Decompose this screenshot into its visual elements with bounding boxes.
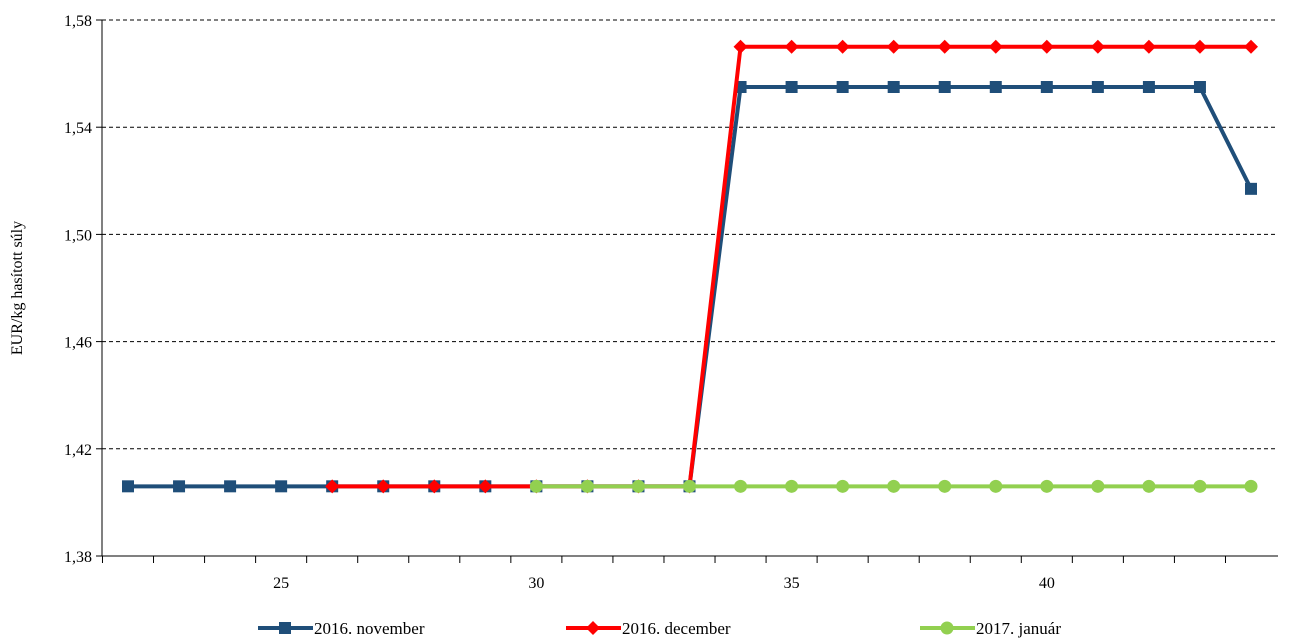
legend-item: 2016. december xyxy=(566,619,731,638)
x-tick-label: 25 xyxy=(273,575,289,592)
series-1 xyxy=(122,81,1257,493)
data-point xyxy=(1192,39,1207,54)
y-tick-label: 1,38 xyxy=(64,549,92,566)
series-layer xyxy=(122,39,1258,494)
y-tick-label: 1,54 xyxy=(64,120,92,137)
y-tick-label: 1,50 xyxy=(64,227,92,244)
y-tick-label: 1,42 xyxy=(64,442,92,459)
data-point xyxy=(376,479,391,494)
grid-lines xyxy=(96,19,1278,557)
data-point xyxy=(1142,479,1156,493)
legend-label: 2017. január xyxy=(976,619,1061,638)
data-point xyxy=(478,479,493,494)
data-point xyxy=(1090,39,1105,54)
data-point xyxy=(427,479,442,494)
data-point xyxy=(1245,182,1257,195)
data-point xyxy=(784,39,799,54)
data-point xyxy=(1040,81,1053,93)
data-point xyxy=(1091,479,1105,493)
data-point xyxy=(938,81,951,93)
y-tick-label: 1,46 xyxy=(64,335,92,352)
x-tick-label: 40 xyxy=(1039,575,1055,592)
data-point xyxy=(1040,479,1054,493)
legend-label: 2016. november xyxy=(314,619,425,638)
data-point xyxy=(836,81,849,93)
y-axis-title: EUR/kg hasított súly xyxy=(9,221,26,355)
data-point xyxy=(989,479,1003,493)
data-point xyxy=(1244,39,1258,54)
data-point xyxy=(683,479,696,493)
legend-item: 2017. január xyxy=(920,619,1061,638)
data-point xyxy=(1039,39,1054,54)
series-2 xyxy=(325,39,1258,494)
data-point xyxy=(887,479,901,493)
data-point xyxy=(785,479,799,493)
series-3 xyxy=(529,479,1258,493)
data-point xyxy=(275,480,288,493)
data-point xyxy=(631,479,645,493)
series-line xyxy=(332,44,1251,489)
y-tick-labels: 1,38 1,42 1,46 1,50 1,54 1,58 xyxy=(64,13,92,566)
data-point xyxy=(734,479,748,493)
data-point xyxy=(988,39,1003,54)
data-point xyxy=(1193,479,1207,493)
data-point xyxy=(1244,479,1258,493)
legend-label: 2016. december xyxy=(622,619,731,638)
data-point xyxy=(224,480,237,493)
legend-marker xyxy=(940,621,954,635)
x-tick-label: 35 xyxy=(784,575,800,592)
data-point xyxy=(122,480,134,493)
data-point xyxy=(938,479,952,493)
data-point xyxy=(173,480,186,493)
axes xyxy=(101,20,1278,557)
x-tick-label: 30 xyxy=(528,575,544,592)
data-point xyxy=(580,479,594,493)
data-point xyxy=(325,479,340,494)
legend-marker xyxy=(586,621,600,635)
data-point xyxy=(836,479,850,493)
data-point xyxy=(529,479,543,493)
y-tick-label: 1,58 xyxy=(64,13,92,30)
data-point xyxy=(1142,81,1155,93)
data-point xyxy=(937,39,952,54)
data-point xyxy=(989,81,1002,93)
data-point xyxy=(886,39,901,54)
legend-marker xyxy=(279,622,291,634)
legend-item: 2016. november xyxy=(258,619,425,638)
data-point xyxy=(733,39,748,54)
data-point xyxy=(1091,81,1104,93)
data-point xyxy=(1141,39,1156,54)
legend: 2016. november 2016. december 2017. január xyxy=(258,619,1061,638)
x-tick-labels: 25 30 35 40 xyxy=(101,556,1226,592)
data-point xyxy=(1193,81,1206,93)
series-line xyxy=(128,85,1253,489)
data-point xyxy=(785,81,798,93)
data-point xyxy=(887,81,900,93)
data-point xyxy=(835,39,850,54)
